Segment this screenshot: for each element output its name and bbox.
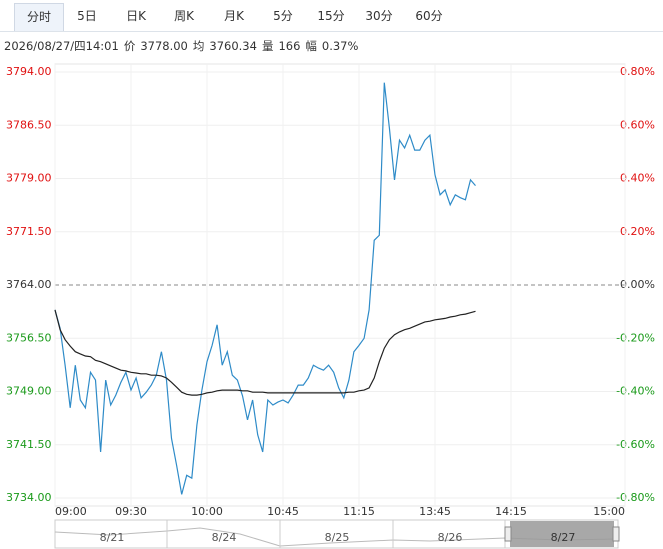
y-tick-label: 3749.00 — [6, 385, 52, 398]
x-tick-label: 10:45 — [267, 505, 299, 518]
x-tick-label: 11:15 — [343, 505, 375, 518]
x-tick-label: 13:45 — [419, 505, 451, 518]
tab[interactable]: 30分 — [365, 9, 393, 23]
y2-tick-label: -0.80% — [616, 491, 655, 504]
tab[interactable]: 周K — [174, 9, 194, 23]
x-tick-label: 15:00 — [593, 505, 625, 518]
y-tick-label: 3756.50 — [6, 331, 52, 344]
tab-bar: 分时 5日 日K 周K 月K 5分 15分 30分 60分 — [0, 0, 663, 32]
y-tick-label: 3794.00 — [6, 65, 52, 78]
y2-tick-label: -0.20% — [616, 331, 655, 344]
navigator-label: 8/21 — [100, 531, 125, 544]
y-tick-label: 3786.50 — [6, 118, 52, 131]
tab[interactable]: 分时 — [14, 3, 64, 31]
y2-tick-label: 0.80% — [620, 65, 655, 78]
navigator-label: 8/26 — [438, 531, 463, 544]
navigator-label: 8/27 — [551, 531, 576, 544]
y-tick-label: 3741.50 — [6, 438, 52, 451]
x-tick-label: 09:00 — [55, 505, 87, 518]
series-line — [54, 309, 476, 396]
tab[interactable]: 60分 — [415, 9, 443, 23]
info-item: 0.37% — [321, 39, 359, 53]
navigator-handle[interactable] — [612, 526, 620, 542]
info-item: 价 — [123, 39, 136, 53]
info-item: 量 — [261, 39, 274, 53]
y2-tick-label: 0.60% — [620, 118, 655, 131]
tab[interactable]: 5日 — [77, 9, 97, 23]
y-tick-label: 3764.00 — [6, 278, 52, 291]
y-tick-label: 3734.00 — [6, 491, 52, 504]
navigator-label: 8/24 — [212, 531, 237, 544]
tab[interactable]: 月K — [224, 9, 244, 23]
y2-tick-label: 0.20% — [620, 225, 655, 238]
info-item: 3760.34 — [209, 39, 257, 53]
y2-tick-label: -0.60% — [616, 438, 655, 451]
navigator-label: 8/25 — [325, 531, 350, 544]
tab[interactable]: 5分 — [273, 9, 293, 23]
tab[interactable]: 15分 — [317, 9, 345, 23]
y2-tick-label: -0.40% — [616, 385, 655, 398]
navigator-handle[interactable] — [504, 526, 512, 542]
info-item: 2026/08/27/四14:01 — [4, 39, 119, 53]
info-bar: 2026/08/27/四14:01 价 3778.00 均 3760.34 量 166 幅 0.… — [4, 38, 363, 54]
tab[interactable]: 日K — [126, 9, 146, 23]
x-tick-label: 10:00 — [191, 505, 223, 518]
y2-tick-label: 0.40% — [620, 172, 655, 185]
navigator-selection — [510, 521, 614, 547]
info-item: 3778.00 — [140, 39, 188, 53]
y-tick-label: 3779.00 — [6, 172, 52, 185]
x-tick-label: 14:15 — [495, 505, 527, 518]
info-item: 均 — [192, 39, 205, 53]
y-tick-label: 3771.50 — [6, 225, 52, 238]
navigator: 8/21 8/24 8/25 8/26 8/27 — [54, 519, 620, 549]
info-item: 幅 — [305, 39, 317, 53]
info-item: 166 — [278, 39, 301, 53]
y2-tick-label: 0.00% — [620, 278, 655, 291]
series-line — [54, 82, 476, 495]
x-tick-label: 09:30 — [115, 505, 147, 518]
